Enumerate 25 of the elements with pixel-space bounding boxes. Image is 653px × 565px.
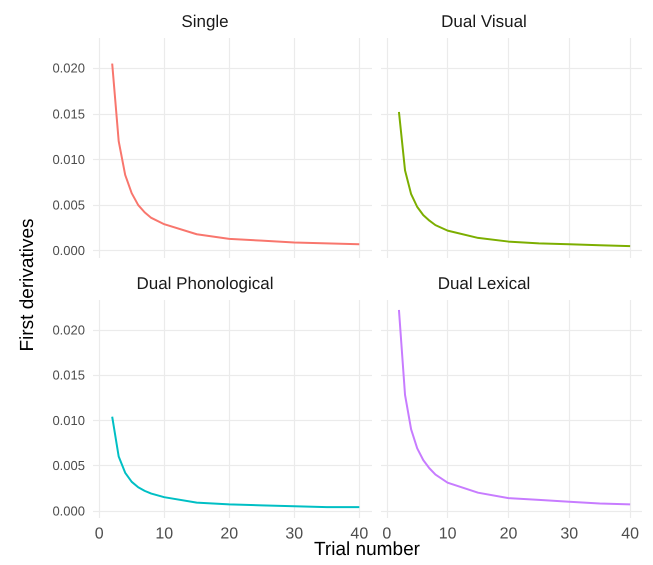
x-tick-label: 0: [94, 526, 104, 542]
y-tick-label: 0.005: [52, 458, 85, 474]
y-tick-label: 0.000: [52, 503, 85, 518]
x-tick-label: 30: [560, 526, 578, 542]
y-tick-label: 0.020: [52, 322, 85, 338]
chart-title: Dual Lexical: [438, 274, 530, 293]
y-tick-label: 0.015: [52, 106, 85, 122]
y-tick-label: 0.015: [52, 368, 85, 383]
x-tick-label: 40: [621, 526, 640, 542]
y-tick-label: 0.005: [52, 198, 85, 213]
line-series: [111, 62, 360, 246]
chart-title: Dual Phonological: [136, 274, 274, 293]
chart-title: Single: [181, 12, 229, 31]
line-series: [111, 416, 360, 508]
y-tick-label: 0.010: [52, 412, 85, 428]
x-tick-label: 10: [438, 526, 457, 542]
y-tick-label: 0.020: [52, 60, 85, 76]
x-tick-label: 20: [500, 526, 518, 542]
y-tick-label: 0.000: [52, 243, 85, 258]
x-tick-label: 10: [155, 526, 174, 542]
y-axis-title: First derivatives: [17, 218, 39, 352]
x-tick-label: 20: [220, 526, 238, 542]
y-tick-label: 0.010: [52, 152, 85, 167]
x-tick-label: 30: [285, 526, 304, 542]
chart-title: Dual Visual: [441, 12, 527, 31]
